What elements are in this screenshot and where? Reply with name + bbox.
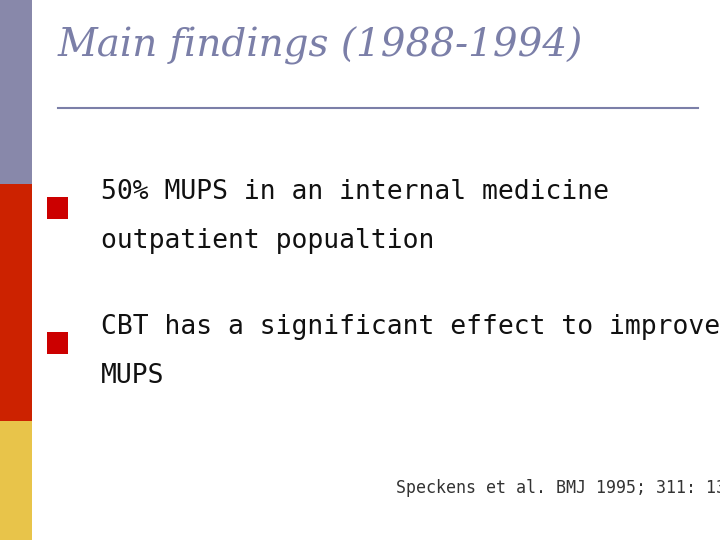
Bar bbox=[47, 197, 68, 219]
Bar bbox=[47, 332, 68, 354]
Text: outpatient popualtion: outpatient popualtion bbox=[101, 228, 434, 254]
Bar bbox=[0, 421, 32, 540]
Text: CBT has a significant effect to improve: CBT has a significant effect to improve bbox=[101, 314, 720, 340]
Bar bbox=[0, 0, 32, 184]
Text: Speckens et al. BMJ 1995; 311: 1328-32: Speckens et al. BMJ 1995; 311: 1328-32 bbox=[396, 479, 720, 497]
Bar bbox=[0, 184, 32, 421]
Text: 50% MUPS in an internal medicine: 50% MUPS in an internal medicine bbox=[101, 179, 609, 205]
Text: MUPS: MUPS bbox=[101, 363, 164, 389]
Text: Main findings (1988-1994): Main findings (1988-1994) bbox=[58, 26, 583, 65]
